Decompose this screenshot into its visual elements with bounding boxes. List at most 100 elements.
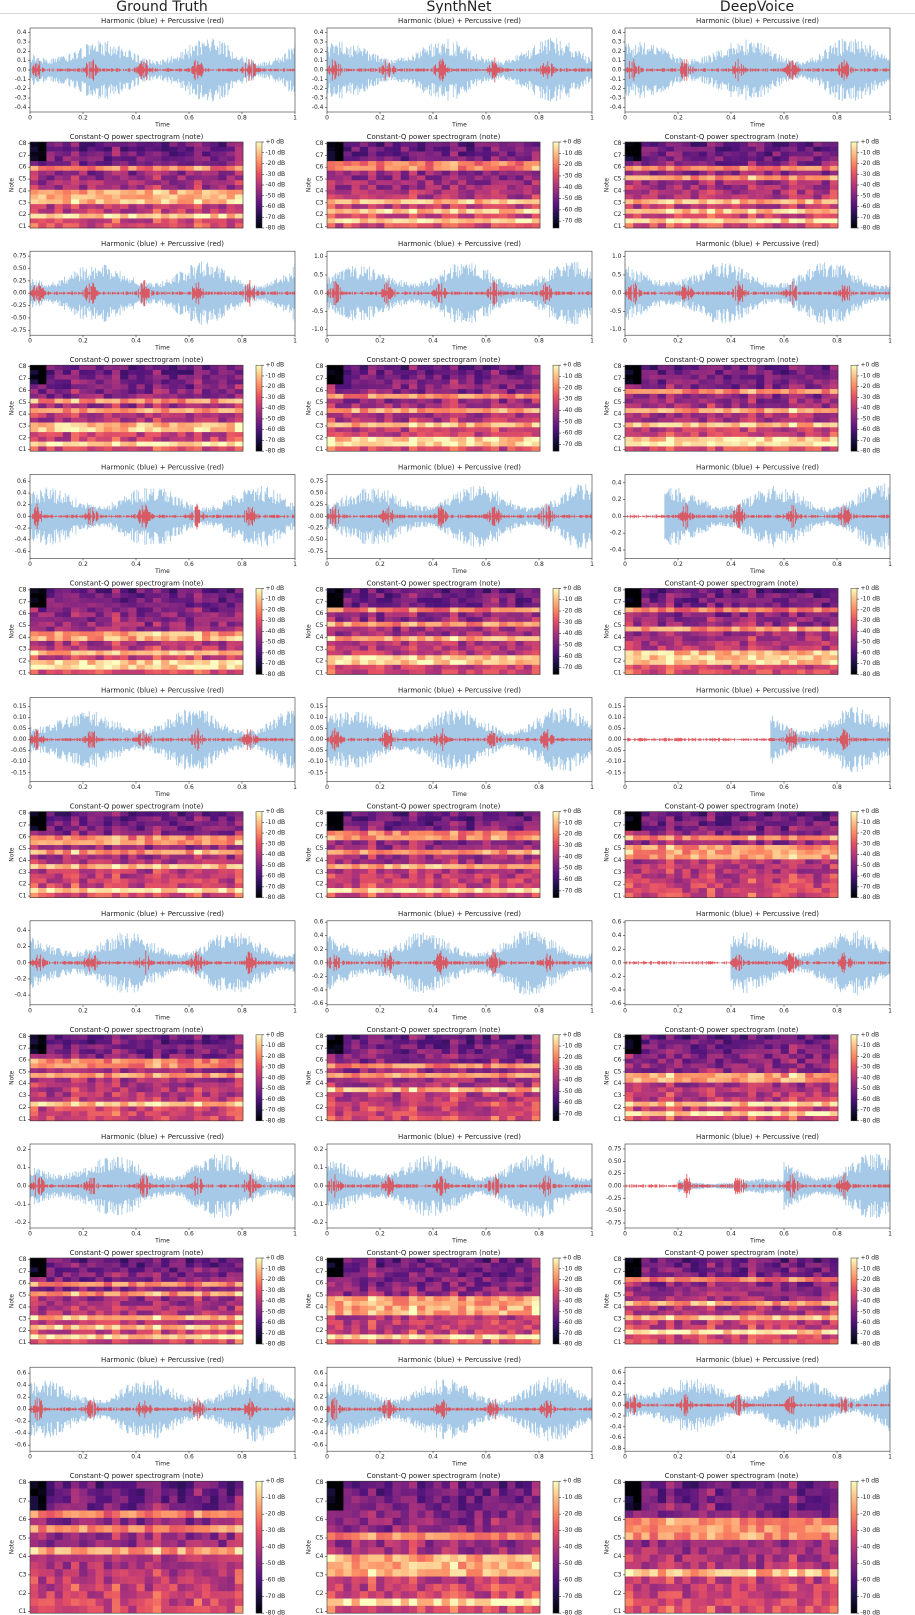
spectrogram-cell [822,161,830,166]
spectrogram-cell [30,223,38,228]
spectrogram-cell [772,432,780,437]
spectrogram-cell [781,370,789,375]
spectrogram-cell [483,166,491,171]
spectrogram-cell [499,593,507,598]
spectrogram-cell [450,209,458,214]
spectrogram-cell [63,209,71,214]
spectrogram-cell [376,598,384,603]
spectrogram-cell [740,655,748,660]
spectrogram-cell [474,631,482,636]
spectrogram-cell [425,199,433,204]
y-tick-label: C3 [315,422,323,429]
spectrogram-cell [169,370,177,375]
colorbar-tick-label: -30 dB [861,394,881,401]
y-tick-label: C5 [18,399,26,406]
spectrogram-cell [764,380,772,385]
spectrogram-cell [186,651,194,656]
spectrogram-cell [153,394,161,399]
spectrogram-cell [483,204,491,209]
spectrogram-cell [515,446,523,451]
spectrogram-cell [830,641,838,646]
spectrogram-cell [38,175,46,180]
spectrogram-cell [120,204,128,209]
spectrogram-cell [79,655,87,660]
spectrogram-cell [30,218,38,223]
spectrogram-cell [650,190,658,195]
spectrogram-cell [153,636,161,641]
spectrogram-cell [227,380,235,385]
spectrogram-cell [87,446,95,451]
spectrogram-cell [748,384,756,389]
spectrogram-cell [393,403,401,408]
spectrogram-cell [732,389,740,394]
spectrogram-cell [813,655,821,660]
spectrogram-cell [650,180,658,185]
spectrogram-cell [87,190,95,195]
spectrogram-cell [177,660,185,665]
spectrogram-cell [458,593,466,598]
x-axis-label: Time [451,122,467,129]
spectrogram-cell [524,423,532,428]
spectrogram-cell [707,427,715,432]
spectrogram-cell [409,180,417,185]
spectrogram-cell [805,627,813,632]
spectrogram-cell [789,423,797,428]
spectrogram-cell [137,636,145,641]
spectrogram-cell [194,665,202,670]
spectrogram-cell [434,608,442,613]
spectrogram-cell [161,442,169,447]
spectrogram-cell [384,427,392,432]
spectrogram-cell [55,641,63,646]
x-tick-label: 0.8 [237,561,247,568]
spectrogram-cell [633,394,641,399]
spectrogram-cell [218,204,226,209]
plot-area [327,262,592,325]
spectrogram-cell [789,142,797,147]
spectrogram-cell [137,612,145,617]
spectrogram-cell [120,636,128,641]
spectrogram-cell [194,180,202,185]
spectrogram-cell [450,375,458,380]
spectrogram-cell [650,636,658,641]
spectrogram-cell [699,147,707,152]
spectrogram-cell [830,190,838,195]
spectrogram-cell [756,636,764,641]
spectrogram-cell [376,670,384,675]
spectrogram-cell [466,375,474,380]
spectrogram-cell [186,142,194,147]
spectrogram-cell [524,209,532,214]
spectrogram-cell [401,655,409,660]
spectrogram-cell [434,437,442,442]
spectrogram-cell [30,418,38,423]
y-tick-label: C3 [613,199,621,206]
plot-area [625,39,890,101]
spectrogram-cell [352,166,360,171]
spectrogram-cell [658,418,666,423]
spectrogram-cell [186,209,194,214]
spectrogram-cell [46,175,54,180]
spectrogram-cell [30,389,38,394]
y-tick-label: -0.5 [312,308,324,315]
spectrogram-cell [715,175,723,180]
spectrogram-cell [112,199,120,204]
spectrogram-cell [822,195,830,200]
panel-title: Constant-Q power spectrogram (note) [367,133,501,141]
spectrogram-cell [112,670,120,675]
spectrogram-cell [650,408,658,413]
spectrogram-cell [227,641,235,646]
spectrogram-cell [145,437,153,442]
colorbar-tick-label: -30 dB [266,617,286,624]
spectrogram-cell [327,442,335,447]
spectrogram-cell [458,370,466,375]
spectrogram-cell [748,142,756,147]
spectrogram-cell [822,423,830,428]
spectrogram-cell [830,370,838,375]
spectrogram-cell [417,389,425,394]
spectrogram-cell [515,622,523,627]
spectrogram-cell [658,384,666,389]
spectrogram-cell [830,204,838,209]
spectrogram-cell [145,641,153,646]
colorbar-tick-label: -50 dB [266,192,286,199]
spectrogram-cell [46,631,54,636]
spectrogram-cell [235,427,243,432]
